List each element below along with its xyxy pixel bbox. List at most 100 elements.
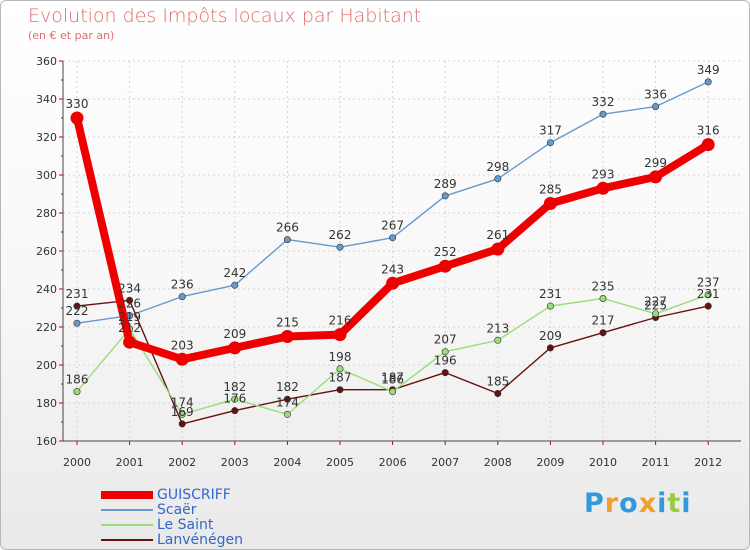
data-label: 226: [118, 297, 141, 311]
legend-label: GUISCRIFF: [157, 487, 231, 503]
data-label: 185: [486, 375, 509, 389]
y-tick-label: 220: [36, 321, 57, 334]
data-point: [704, 302, 712, 310]
legend-item: GUISCRIFF: [101, 487, 231, 503]
data-label: 299: [644, 156, 667, 170]
data-point: [546, 302, 554, 310]
data-label: 209: [223, 327, 246, 341]
data-label: 285: [539, 183, 562, 197]
data-point: [336, 243, 344, 251]
data-label: 332: [592, 95, 615, 109]
y-tick-label: 260: [36, 245, 57, 258]
legend-item: Lanvénégen: [101, 532, 243, 548]
y-tick-label: 340: [36, 93, 57, 106]
legend-swatch: [101, 524, 153, 526]
legend-item: Le Saint: [101, 517, 213, 533]
data-label: 262: [329, 228, 352, 242]
data-label: 227: [644, 295, 667, 309]
legend-label: Le Saint: [157, 517, 214, 533]
data-point: [73, 302, 81, 310]
x-tick-label: 2006: [379, 456, 407, 469]
legend-swatch: [101, 539, 153, 541]
data-point: [231, 281, 239, 289]
data-point: [441, 348, 449, 356]
data-point: [389, 234, 397, 242]
data-label: 207: [434, 333, 457, 347]
logo-letter: r: [604, 488, 620, 519]
data-point: [652, 103, 660, 111]
data-label: 266: [276, 221, 299, 235]
data-point: [283, 410, 291, 418]
data-label: 316: [697, 124, 720, 138]
data-label: 267: [381, 219, 404, 233]
data-point: [333, 328, 347, 342]
data-point: [494, 175, 502, 183]
data-label: 242: [223, 266, 246, 280]
data-point: [336, 365, 344, 373]
logo-letter: o: [619, 488, 639, 519]
x-tick-label: 2012: [694, 456, 722, 469]
data-label: 174: [171, 395, 194, 409]
data-label: 336: [644, 88, 667, 102]
legend-label: Scaër: [157, 502, 197, 518]
data-label: 187: [329, 371, 352, 385]
data-label: 349: [697, 63, 720, 77]
data-label: 219: [118, 310, 141, 324]
y-tick-label: 280: [36, 207, 57, 220]
x-tick-label: 2005: [326, 456, 354, 469]
y-tick-label: 320: [36, 131, 57, 144]
x-tick-label: 2011: [642, 456, 670, 469]
data-point: [546, 139, 554, 147]
x-tick-label: 2003: [221, 456, 249, 469]
data-label: 216: [329, 314, 352, 328]
data-point: [441, 369, 449, 377]
data-label: 243: [381, 262, 404, 276]
x-tick-label: 2004: [273, 456, 301, 469]
data-point: [704, 291, 712, 299]
data-label: 231: [539, 287, 562, 301]
data-point: [73, 388, 81, 396]
data-label: 236: [171, 278, 194, 292]
data-point: [704, 78, 712, 86]
data-point: [231, 407, 239, 415]
data-point: [336, 386, 344, 394]
data-label: 235: [592, 280, 615, 294]
data-point: [386, 276, 400, 290]
data-label: 330: [66, 97, 89, 111]
data-label: 203: [171, 338, 194, 352]
data-point: [599, 294, 607, 302]
data-label: 187: [381, 371, 404, 385]
axis-layer: 160 180 200 220 240 260 280 300 320 340 360 2000 200…: [36, 55, 741, 469]
y-tick-label: 200: [36, 359, 57, 372]
legend-swatch: [101, 509, 153, 511]
data-point: [599, 110, 607, 118]
data-point: [491, 242, 505, 256]
chart-subtitle: (en € et par an): [28, 29, 115, 42]
series-layer: [70, 78, 715, 428]
logo-letter: x: [638, 488, 658, 519]
data-label: 196: [434, 354, 457, 368]
data-label: 215: [276, 316, 299, 330]
data-point: [280, 330, 294, 343]
data-point: [178, 410, 186, 418]
data-point: [494, 336, 502, 344]
chart-title: Evolution des Impôts locaux par Habitant: [28, 5, 422, 27]
data-point: [389, 388, 397, 396]
x-tick-label: 2000: [63, 456, 91, 469]
data-label: 209: [539, 329, 562, 343]
legend-swatch: [101, 491, 153, 499]
data-point: [649, 170, 663, 184]
data-point: [652, 310, 660, 318]
data-point: [283, 395, 291, 403]
data-point: [73, 319, 81, 327]
logo-letter: i: [657, 488, 668, 519]
data-label: 293: [592, 167, 615, 181]
x-tick-label: 2007: [431, 456, 459, 469]
legend-label: Lanvénégen: [157, 532, 244, 548]
data-point: [596, 181, 610, 195]
data-point: [228, 341, 242, 355]
logo-letter: i: [681, 488, 692, 519]
logo-letter: P: [584, 488, 605, 519]
x-tick-label: 2002: [168, 456, 196, 469]
data-label: 252: [434, 245, 457, 259]
